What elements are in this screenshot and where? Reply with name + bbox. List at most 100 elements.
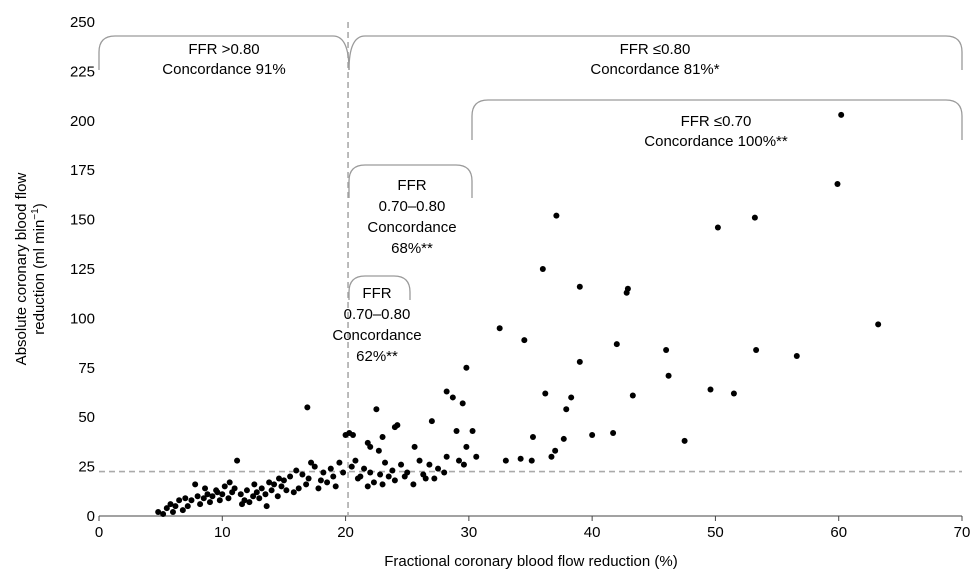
data-point (460, 461, 467, 468)
data-point (370, 479, 377, 486)
data-point (176, 497, 183, 504)
data-point (730, 390, 737, 397)
data-point (253, 489, 260, 496)
data-point (184, 503, 191, 510)
data-point (563, 406, 570, 413)
data-point (377, 471, 384, 478)
data-point (348, 463, 355, 470)
x-tick-label: 70 (954, 524, 971, 541)
y-tick-label: 25 (78, 459, 95, 476)
data-point (443, 453, 450, 460)
data-point (311, 463, 318, 470)
data-point (271, 481, 278, 488)
data-point (200, 495, 207, 502)
y-axis-title-line-2: reduction (ml min−1) (30, 203, 48, 334)
data-point (610, 430, 617, 437)
data-point (172, 503, 179, 510)
data-point (295, 485, 302, 492)
data-point (473, 453, 480, 460)
data-point (182, 495, 189, 502)
y-axis-unit-superscript: −1 (30, 208, 41, 220)
data-point (243, 487, 250, 494)
data-point (367, 443, 374, 450)
data-point (209, 493, 216, 500)
data-point (188, 497, 195, 504)
annotation-ffr-le-080-line: FFR ≤0.80 (620, 41, 691, 58)
data-point (287, 473, 294, 480)
data-point (278, 483, 285, 490)
data-point (303, 481, 310, 488)
data-point (463, 443, 470, 450)
data-point (357, 473, 364, 480)
data-point (613, 341, 620, 348)
data-point (428, 418, 435, 425)
data-point (589, 431, 596, 438)
data-point (623, 289, 630, 296)
data-point (411, 443, 418, 450)
data-point (681, 437, 688, 444)
data-point (336, 459, 343, 466)
data-point (663, 347, 670, 354)
annotation-ffr-070-080-b-line: FFR (362, 285, 391, 302)
data-point (275, 475, 282, 482)
annotation-ffr-le-080-line: Concordance 81%* (590, 61, 719, 78)
data-point (521, 337, 528, 344)
y-tick-label: 125 (70, 261, 95, 278)
annotation-ffr-070-080-a-line: Concordance (367, 219, 456, 236)
data-point (250, 493, 257, 500)
data-point (192, 481, 199, 488)
data-point (251, 481, 258, 488)
data-point (416, 457, 423, 464)
data-point (308, 459, 315, 466)
data-point (246, 499, 253, 506)
data-point (315, 485, 322, 492)
y-tick-label: 50 (78, 409, 95, 426)
x-tick-label: 40 (584, 524, 601, 541)
data-point (389, 467, 396, 474)
data-point (268, 487, 275, 494)
data-point (576, 358, 583, 365)
data-point (194, 493, 201, 500)
data-point (202, 485, 209, 492)
data-point (283, 487, 290, 494)
x-tick-label: 10 (214, 524, 231, 541)
data-point (352, 457, 359, 464)
data-point (875, 321, 882, 328)
annotation-ffr-gt-080-line: Concordance 91% (162, 61, 285, 78)
data-point (435, 465, 442, 472)
data-point (441, 469, 448, 476)
y-tick-label: 0 (87, 508, 95, 525)
y-tick-label: 100 (70, 310, 95, 327)
data-point (751, 214, 758, 221)
data-point (216, 497, 223, 504)
data-point (160, 511, 167, 518)
data-point (553, 212, 560, 219)
x-tick-label: 20 (337, 524, 354, 541)
data-point (560, 435, 567, 442)
data-point (502, 457, 509, 464)
annotation-ffr-070-080-a-line: 68%** (391, 240, 433, 257)
data-point (542, 390, 549, 397)
data-point (330, 473, 337, 480)
data-point (320, 469, 327, 476)
data-point (361, 465, 368, 472)
data-point (517, 455, 524, 462)
annotation-ffr-le-070-line: FFR ≤0.70 (681, 113, 752, 130)
data-point (379, 433, 386, 440)
data-point (401, 473, 408, 480)
annotation-ffr-070-080-b-line: 0.70–0.80 (344, 306, 411, 323)
annotation-ffr-070-080-a-line: FFR (397, 177, 426, 194)
bracket-ffr-gt-080 (98, 35, 350, 71)
bracket-ffr-le-080 (348, 35, 963, 71)
data-point (167, 501, 174, 508)
data-point (304, 404, 311, 411)
data-point (373, 406, 380, 413)
y-tick-label: 75 (78, 360, 95, 377)
data-point (332, 483, 339, 490)
data-point (258, 485, 265, 492)
y-tick-label: 200 (70, 113, 95, 130)
annotation-ffr-gt-080-line: FFR >0.80 (188, 41, 259, 58)
data-point (234, 457, 241, 464)
data-point (367, 469, 374, 476)
